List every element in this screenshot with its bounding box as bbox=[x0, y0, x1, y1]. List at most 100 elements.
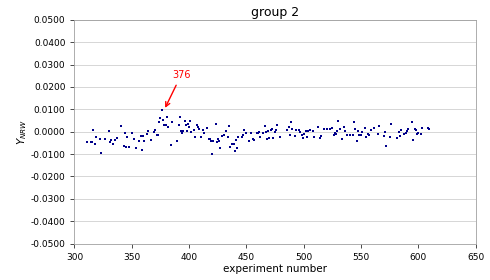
Point bbox=[362, 135, 369, 139]
Point bbox=[184, 122, 192, 126]
Point bbox=[106, 140, 114, 144]
Point bbox=[361, 125, 368, 130]
Point bbox=[181, 119, 189, 123]
Point bbox=[186, 118, 194, 123]
Point bbox=[215, 139, 223, 143]
Y-axis label: $Y_{NRW}$: $Y_{NRW}$ bbox=[15, 118, 29, 145]
Point bbox=[191, 135, 199, 139]
Point bbox=[415, 130, 422, 135]
Point bbox=[250, 137, 258, 142]
Point bbox=[414, 132, 421, 137]
Point bbox=[266, 136, 273, 141]
Point bbox=[296, 130, 304, 134]
Point bbox=[381, 130, 389, 134]
Point bbox=[141, 139, 148, 143]
Point bbox=[267, 128, 274, 133]
Point bbox=[395, 129, 403, 134]
Point bbox=[351, 127, 359, 131]
Point bbox=[235, 135, 243, 140]
Point bbox=[329, 126, 337, 130]
Point bbox=[96, 137, 103, 141]
Point bbox=[231, 149, 239, 153]
Point bbox=[239, 133, 247, 137]
Point bbox=[249, 137, 257, 142]
Point bbox=[139, 134, 147, 139]
Point bbox=[122, 144, 130, 149]
Point bbox=[387, 122, 395, 127]
Point bbox=[273, 123, 281, 128]
Point bbox=[216, 146, 224, 151]
Point bbox=[353, 139, 361, 143]
Point bbox=[418, 126, 426, 130]
Point bbox=[341, 129, 349, 134]
Point bbox=[354, 129, 362, 133]
Point bbox=[314, 125, 321, 129]
Point bbox=[403, 129, 411, 133]
Point bbox=[118, 124, 125, 128]
Point bbox=[276, 135, 284, 139]
Point bbox=[196, 127, 203, 131]
Point bbox=[259, 130, 267, 135]
Point bbox=[165, 125, 172, 130]
Point bbox=[168, 120, 176, 124]
Point bbox=[263, 137, 271, 141]
Point bbox=[158, 108, 166, 113]
Point bbox=[320, 127, 328, 132]
Point bbox=[402, 131, 410, 136]
Point bbox=[199, 127, 207, 132]
Point bbox=[333, 129, 341, 134]
Point bbox=[230, 142, 238, 146]
Point bbox=[310, 135, 318, 139]
Point bbox=[232, 138, 240, 143]
Point bbox=[364, 132, 372, 136]
Point bbox=[164, 115, 171, 119]
Point bbox=[350, 120, 358, 124]
Point bbox=[185, 124, 193, 129]
Point bbox=[151, 128, 159, 133]
Point bbox=[128, 131, 136, 136]
Point bbox=[417, 132, 425, 137]
Point bbox=[203, 126, 211, 130]
Point bbox=[224, 134, 232, 139]
Point bbox=[292, 127, 300, 132]
Point bbox=[179, 128, 187, 133]
Point bbox=[247, 130, 255, 135]
Point bbox=[386, 135, 394, 139]
Point bbox=[285, 125, 293, 130]
Point bbox=[253, 130, 261, 135]
Point bbox=[105, 129, 113, 133]
Point bbox=[302, 129, 310, 133]
Point bbox=[303, 135, 311, 139]
Point bbox=[374, 132, 382, 136]
Point bbox=[346, 133, 354, 137]
Point bbox=[255, 130, 263, 135]
Point bbox=[110, 142, 118, 146]
Point bbox=[167, 143, 175, 147]
Point bbox=[245, 139, 253, 143]
Point bbox=[162, 123, 170, 127]
Point bbox=[123, 135, 131, 139]
Point bbox=[132, 146, 140, 151]
Point bbox=[368, 128, 375, 132]
Point bbox=[97, 151, 105, 156]
Point bbox=[358, 130, 366, 134]
Point bbox=[207, 139, 215, 143]
Point bbox=[154, 133, 162, 137]
X-axis label: experiment number: experiment number bbox=[223, 264, 327, 274]
Point bbox=[383, 144, 391, 148]
Point bbox=[256, 135, 264, 139]
Point bbox=[268, 127, 275, 131]
Point bbox=[188, 130, 196, 134]
Point bbox=[404, 127, 412, 131]
Point bbox=[83, 139, 91, 144]
Point bbox=[153, 132, 161, 137]
Point bbox=[355, 132, 363, 137]
Point bbox=[337, 126, 344, 131]
Point bbox=[149, 130, 157, 134]
Point bbox=[137, 134, 145, 138]
Point bbox=[226, 145, 234, 150]
Point bbox=[289, 127, 296, 131]
Point bbox=[272, 128, 280, 132]
Point bbox=[213, 140, 220, 144]
Point bbox=[400, 132, 408, 137]
